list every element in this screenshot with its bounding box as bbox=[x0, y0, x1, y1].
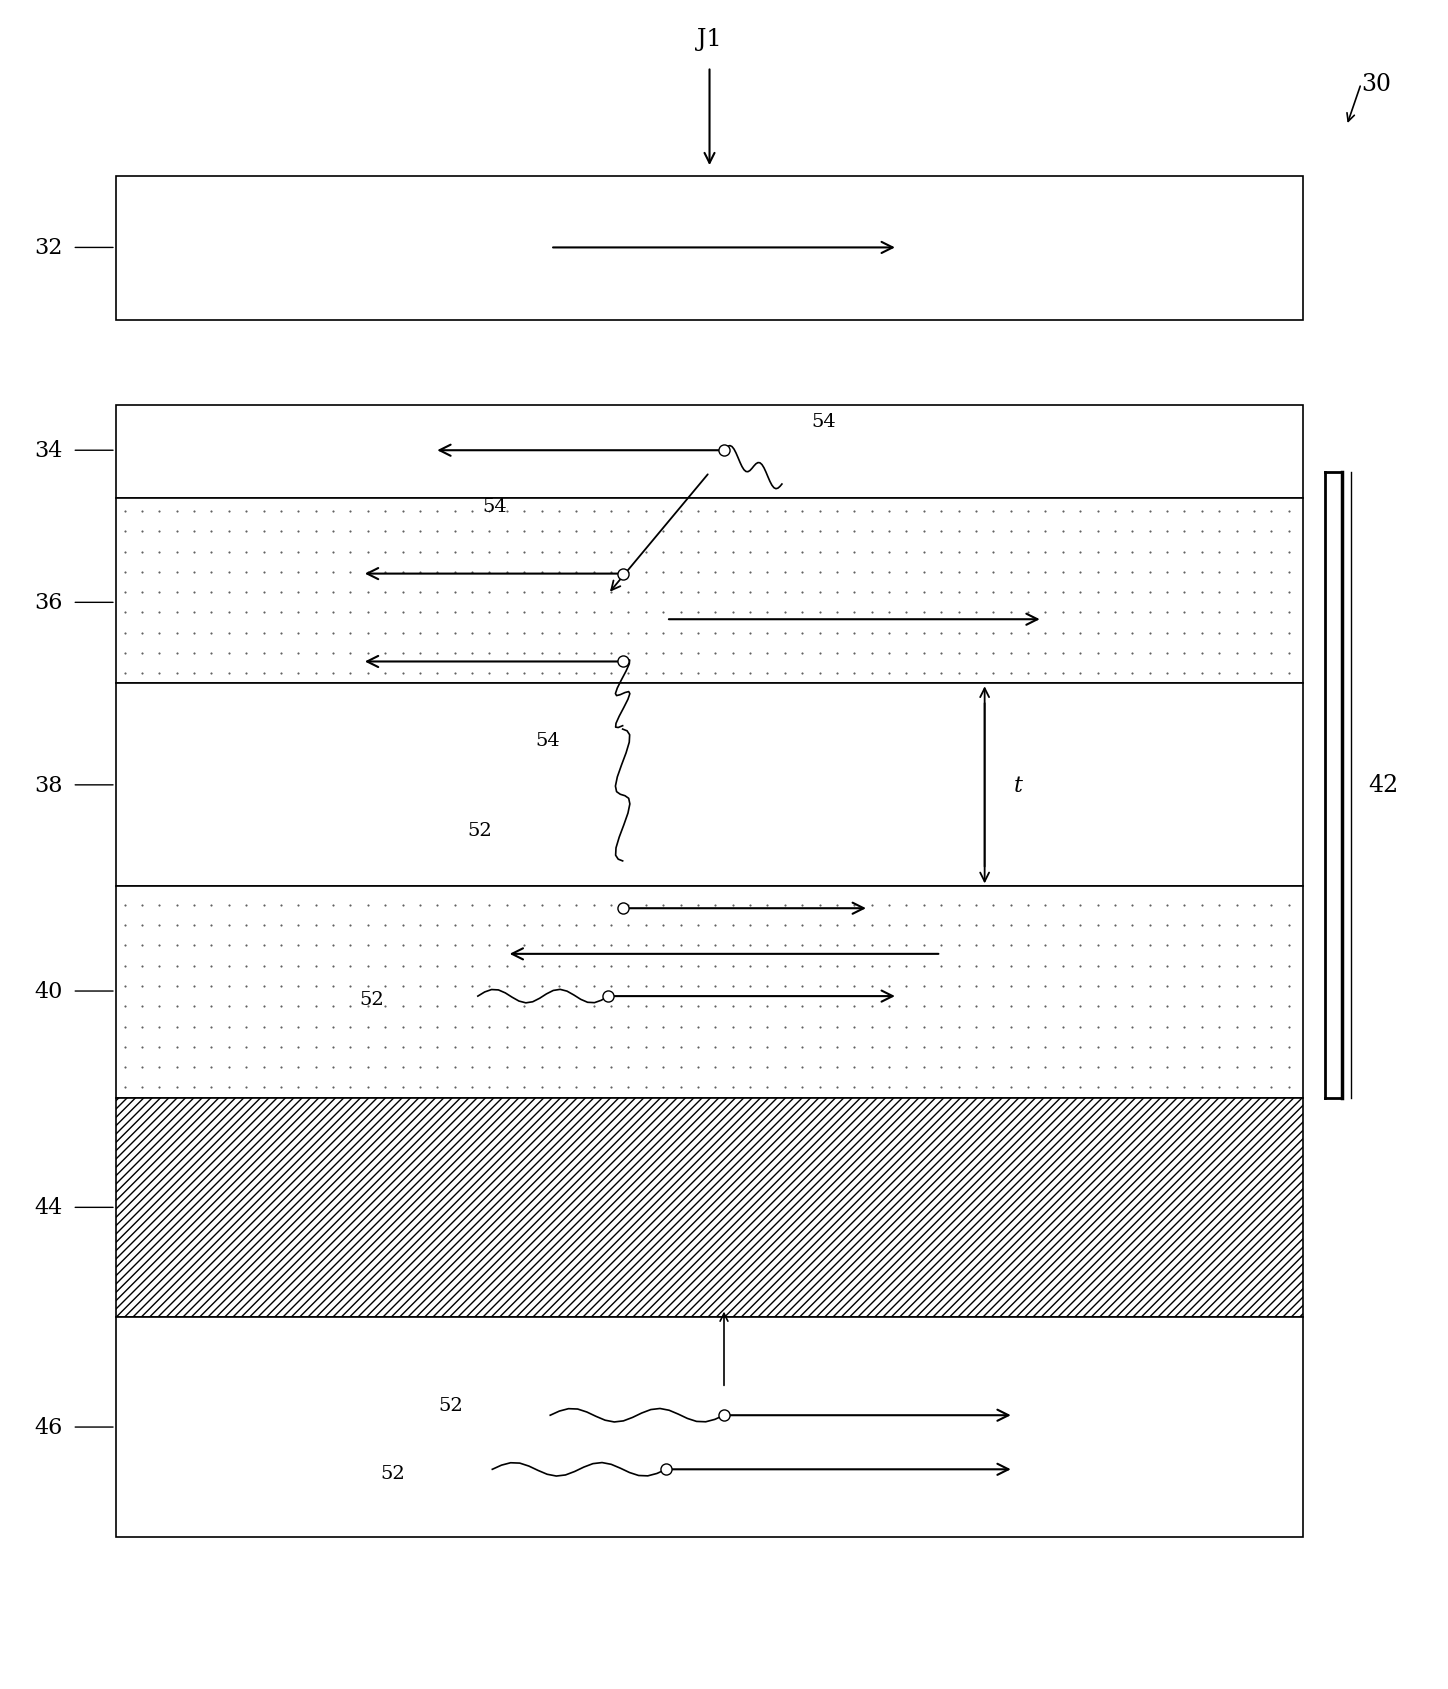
Text: t: t bbox=[1014, 774, 1022, 797]
Text: J1: J1 bbox=[696, 27, 723, 51]
Text: 54: 54 bbox=[811, 412, 835, 431]
Text: 46: 46 bbox=[33, 1415, 62, 1439]
Bar bbox=[116, 1098, 1303, 1317]
Bar bbox=[116, 1317, 1303, 1537]
Text: 52: 52 bbox=[439, 1397, 463, 1414]
Text: 44: 44 bbox=[33, 1196, 62, 1219]
Text: 30: 30 bbox=[1361, 73, 1392, 96]
Text: 54: 54 bbox=[536, 731, 560, 750]
Bar bbox=[116, 177, 1303, 321]
Text: 34: 34 bbox=[33, 439, 62, 463]
Text: 42: 42 bbox=[1368, 774, 1399, 797]
Bar bbox=[116, 887, 1303, 1098]
Text: 36: 36 bbox=[33, 591, 62, 615]
Text: 52: 52 bbox=[359, 991, 384, 1008]
Text: 40: 40 bbox=[33, 980, 62, 1003]
Text: 38: 38 bbox=[33, 774, 62, 797]
Text: 52: 52 bbox=[381, 1464, 405, 1481]
Bar bbox=[116, 498, 1303, 684]
Text: 52: 52 bbox=[468, 823, 492, 839]
Text: 32: 32 bbox=[33, 236, 62, 260]
Text: 54: 54 bbox=[482, 498, 507, 515]
Bar bbox=[116, 684, 1303, 887]
Bar bbox=[116, 405, 1303, 498]
